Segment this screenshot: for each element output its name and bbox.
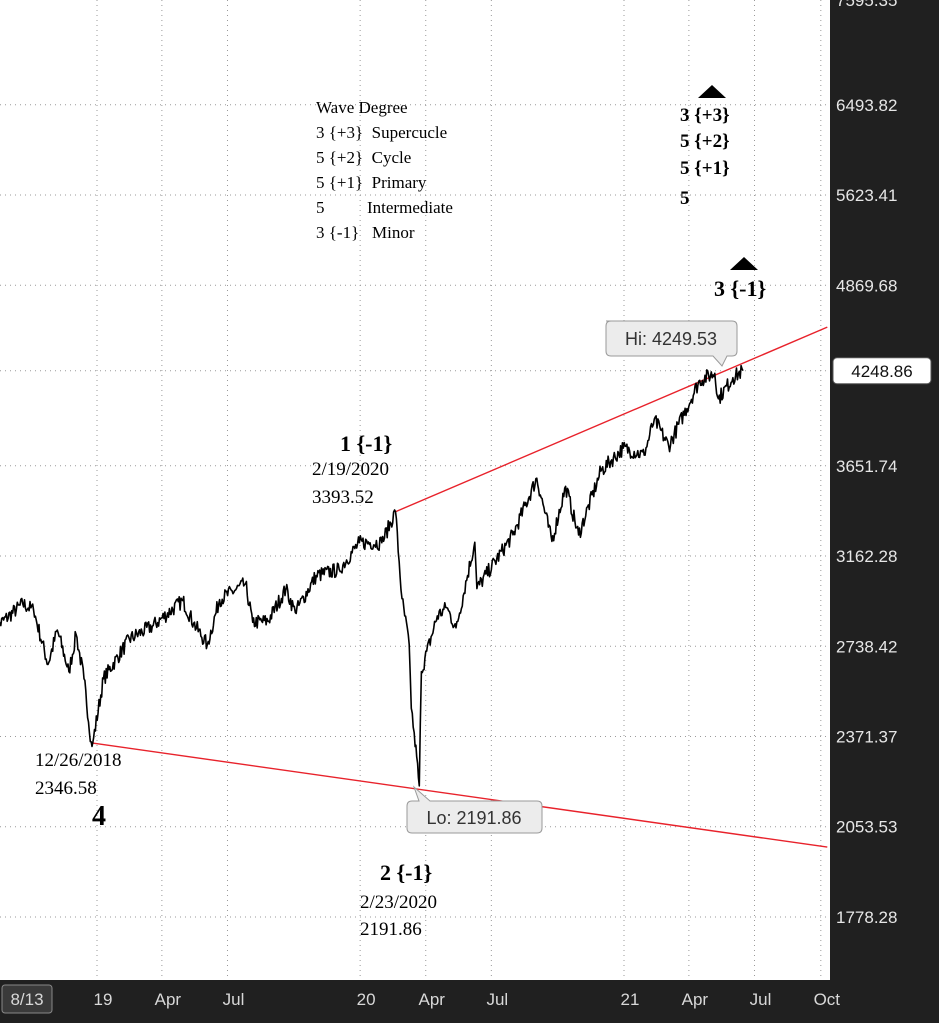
x-tick-label: 8/13 bbox=[10, 990, 43, 1009]
y-tick-label: 2371.37 bbox=[836, 728, 897, 747]
y-tick-label: 2738.42 bbox=[836, 637, 897, 656]
low-callout: Lo: 2191.86 bbox=[406, 785, 543, 834]
up-arrow-icon bbox=[698, 85, 726, 98]
trendline[interactable] bbox=[395, 326, 828, 513]
up-arrow-icon bbox=[730, 257, 758, 270]
y-tick-label: 1778.28 bbox=[836, 908, 897, 927]
wave-count: 5 bbox=[680, 188, 690, 209]
wave-1-annotation: 1 {-1} 2/19/2020 3393.52 bbox=[312, 431, 392, 508]
wave-value: 2346.58 bbox=[35, 778, 97, 799]
low-callout-label: Lo: 2191.86 bbox=[426, 808, 521, 828]
price-axis[interactable] bbox=[830, 0, 939, 980]
x-tick-label: Oct bbox=[814, 990, 841, 1009]
y-tick-label: 4869.68 bbox=[836, 276, 897, 295]
legend-line: Wave Degree bbox=[316, 98, 408, 117]
wave-label: 1 {-1} bbox=[340, 431, 392, 456]
price-line bbox=[0, 364, 744, 787]
wave-count-stack: 3 {+3} 5 {+2} 5 {+1} 5 bbox=[680, 85, 730, 209]
trendlines bbox=[92, 326, 828, 848]
wave-label: 4 bbox=[92, 801, 106, 832]
start-date-label: 8/13 bbox=[1, 984, 53, 1014]
wave-degree-legend: Wave Degree 3 {+3} Supercucle 5 {+2} Cyc… bbox=[316, 98, 453, 242]
price-series bbox=[0, 364, 744, 787]
y-tick-label: 3162.28 bbox=[836, 547, 897, 566]
x-tick-label: Apr bbox=[682, 990, 709, 1009]
y-tick-label: 5623.41 bbox=[836, 186, 897, 205]
x-tick-label: 21 bbox=[621, 990, 640, 1009]
high-callout: Hi: 4249.53 bbox=[605, 320, 738, 367]
x-tick-label: Apr bbox=[419, 990, 446, 1009]
wave-2-annotation: 2 {-1} 2/23/2020 2191.86 bbox=[360, 860, 437, 940]
time-axis[interactable] bbox=[0, 980, 939, 1023]
x-tick-label: Jul bbox=[486, 990, 508, 1009]
wave-date: 2/23/2020 bbox=[360, 892, 437, 913]
x-tick-label: Apr bbox=[155, 990, 182, 1009]
legend-line: 3 {-1} Minor bbox=[316, 223, 415, 242]
x-tick-label: Jul bbox=[750, 990, 772, 1009]
wave-count: 3 {+3} bbox=[680, 105, 730, 126]
trendline[interactable] bbox=[92, 742, 828, 848]
wave-date: 12/26/2018 bbox=[35, 750, 122, 771]
wave-count: 5 {+2} bbox=[680, 131, 730, 152]
x-tick-label: Jul bbox=[223, 990, 245, 1009]
legend-line: 5 {+2} Cycle bbox=[316, 148, 411, 167]
wave-value: 3393.52 bbox=[312, 487, 374, 508]
minor-wave-3: 3 {-1} bbox=[714, 257, 766, 301]
wave-label: 3 {-1} bbox=[714, 276, 766, 301]
legend-line: 5 {+1} Primary bbox=[316, 173, 427, 192]
legend-line: 5 Intermediate bbox=[316, 198, 453, 217]
current-price-label: 4248.86 bbox=[832, 357, 932, 385]
y-tick-label: 2053.53 bbox=[836, 818, 897, 837]
high-callout-label: Hi: 4249.53 bbox=[625, 329, 717, 349]
x-tick-label: 20 bbox=[357, 990, 376, 1009]
wave-label: 2 {-1} bbox=[380, 860, 432, 885]
price-axis-ticks: 7595.35 6493.82 5623.41 4869.68 4248.86 3651.… bbox=[832, 0, 932, 927]
y-tick-label: 7595.35 bbox=[836, 0, 897, 10]
current-price-value: 4248.86 bbox=[851, 362, 912, 381]
wave-4-annotation: 12/26/2018 2346.58 4 bbox=[35, 750, 122, 832]
time-axis-ticks: 8/13 19 Apr Jul 20 Apr Jul 21 Apr Jul Oct bbox=[1, 984, 841, 1014]
y-tick-label: 3651.74 bbox=[836, 457, 897, 476]
wave-value: 2191.86 bbox=[360, 919, 422, 940]
wave-count: 5 {+1} bbox=[680, 158, 730, 179]
wave-date: 2/19/2020 bbox=[312, 459, 389, 480]
x-tick-label: 19 bbox=[94, 990, 113, 1009]
y-tick-label: 6493.82 bbox=[836, 96, 897, 115]
legend-line: 3 {+3} Supercucle bbox=[316, 123, 447, 142]
